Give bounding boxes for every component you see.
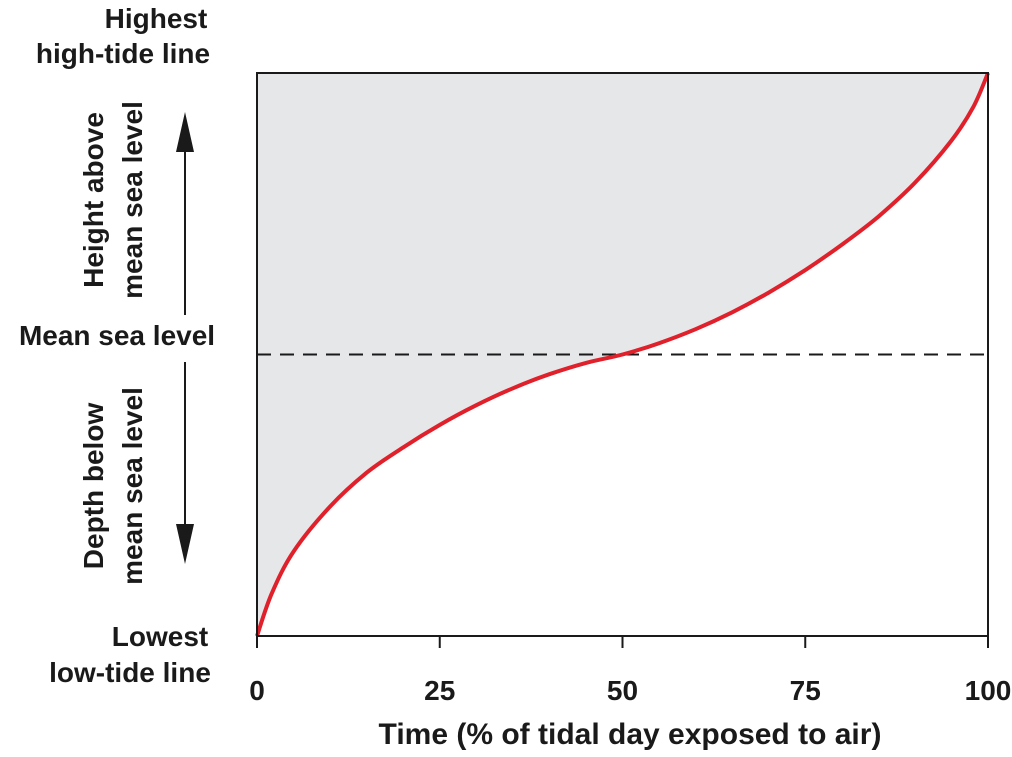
x-tick-label: 100 (965, 675, 1012, 706)
mean-sea-level-label: Mean sea level (19, 320, 215, 351)
x-tick-label: 25 (424, 675, 455, 706)
x-axis-ticks: 0 25 50 75 100 (249, 636, 1011, 706)
lowest-low-tide-label-line1: Lowest (112, 621, 208, 652)
height-above-label-line1: Height above (78, 112, 109, 288)
up-arrow-icon (176, 112, 194, 152)
x-tick-label: 75 (790, 675, 821, 706)
x-tick-label: 0 (249, 675, 265, 706)
depth-below-label-line1: Depth below (78, 403, 109, 570)
x-axis-label: Time (% of tidal day exposed to air) (379, 718, 882, 751)
depth-below-label-line2: mean sea level (117, 387, 148, 585)
highest-high-tide-label-line1: Highest (105, 3, 208, 34)
down-arrow-icon (176, 524, 194, 564)
x-tick-label: 50 (607, 675, 638, 706)
lowest-low-tide-label-line2: low-tide line (49, 657, 211, 688)
height-above-label-line2: mean sea level (117, 101, 148, 299)
exposure-curve (255, 72, 990, 637)
highest-high-tide-label-line2: high-tide line (36, 38, 210, 69)
